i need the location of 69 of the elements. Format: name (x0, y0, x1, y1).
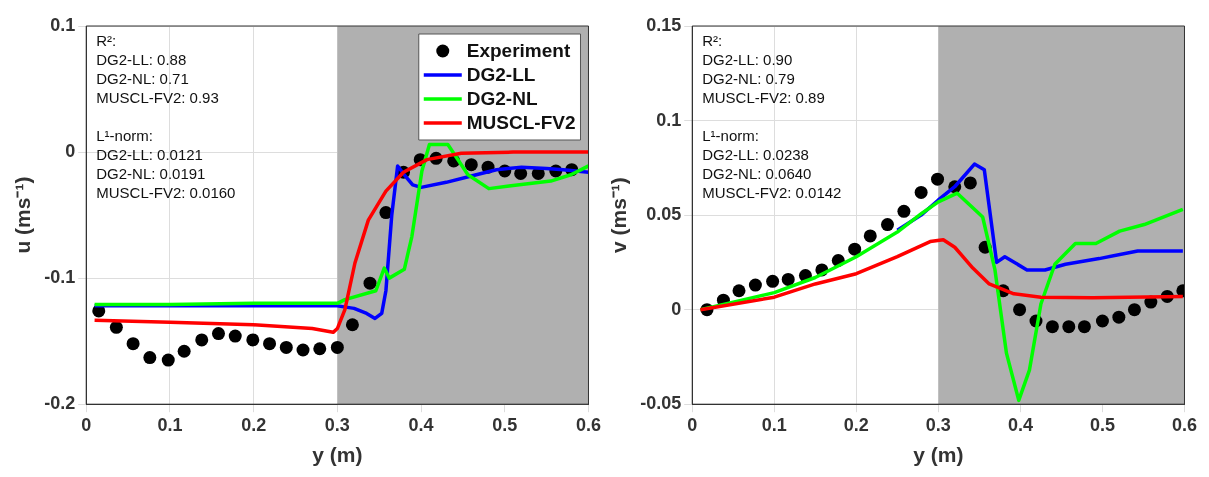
legend-label: MUSCL-FV2 (466, 112, 576, 134)
y-tick-label: 0.1 (50, 14, 76, 35)
point (848, 242, 862, 256)
point (330, 340, 344, 354)
x-tick-label: 0.3 (324, 414, 350, 435)
x-axis-title: y (m) (913, 443, 964, 467)
x-tick-label: 0.4 (1007, 414, 1033, 435)
y-tick-label: -0.05 (640, 393, 682, 414)
point (161, 353, 175, 367)
point (246, 333, 260, 347)
point (1095, 314, 1109, 328)
x-tick-label: 0.1 (761, 414, 787, 435)
legend-label: Experiment (466, 40, 571, 62)
y-tick-label: 0.15 (646, 14, 682, 35)
point (345, 318, 359, 332)
x-tick-label: 0.5 (1089, 414, 1115, 435)
x-tick-label: 0 (687, 414, 698, 435)
point (177, 344, 191, 358)
legend-label: DG2-LL (466, 64, 536, 86)
point (1112, 310, 1126, 324)
point (1062, 320, 1076, 334)
x-axis-title: y (m) (312, 443, 363, 467)
y-tick-label: 0.05 (646, 204, 682, 225)
point (126, 337, 140, 351)
point (279, 340, 293, 354)
y-axis-title: u (ms⁻¹) (11, 176, 35, 254)
annotation: L¹-norm: DG2-LL: 0.0238 DG2-NL: 0.0640 MUSCL-FV2: 0.0142 (702, 126, 842, 201)
point (863, 229, 877, 243)
point (1045, 320, 1059, 334)
point (914, 185, 928, 199)
y-tick-label: -0.2 (44, 393, 76, 414)
x-tick-label: 0.4 (408, 414, 434, 435)
x-tick-label: 0.2 (843, 414, 869, 435)
point (211, 327, 225, 341)
x-tick-label: 0.2 (241, 414, 267, 435)
x-tick-label: 0 (81, 414, 92, 435)
point (1013, 303, 1027, 317)
y-tick-label: 0.1 (656, 109, 682, 130)
point (313, 342, 327, 356)
point (748, 278, 762, 292)
point (897, 204, 911, 218)
point (263, 337, 277, 351)
x-tick-label: 0.6 (1171, 414, 1197, 435)
annotation: L¹-norm: DG2-LL: 0.0121 DG2-NL: 0.0191 MUSCL-FV2: 0.0160 (96, 126, 236, 201)
point (781, 272, 795, 286)
point (195, 333, 209, 347)
point (732, 284, 746, 298)
point (1077, 320, 1091, 334)
point (880, 218, 894, 232)
legend-label: DG2-NL (466, 88, 538, 110)
annotation: R²: DG2-LL: 0.90 DG2-NL: 0.79 MUSCL-FV2: 0.89 (702, 31, 825, 106)
point (963, 176, 977, 190)
point (766, 274, 780, 288)
x-tick-label: 0.3 (925, 414, 951, 435)
y-tick-label: 0 (671, 298, 682, 319)
x-tick-label: 0.5 (492, 414, 518, 435)
point (228, 329, 242, 343)
x-tick-label: 0.1 (157, 414, 183, 435)
point (931, 172, 945, 186)
point (143, 351, 157, 365)
point (296, 343, 310, 357)
point (363, 276, 377, 290)
y-axis-title: v (ms⁻¹) (607, 177, 631, 254)
point (1127, 303, 1141, 317)
annotation: R²: DG2-LL: 0.88 DG2-NL: 0.71 MUSCL-FV2: 0.93 (96, 31, 219, 106)
y-tick-label: 0 (65, 141, 76, 162)
y-tick-label: -0.1 (44, 267, 76, 288)
x-tick-label: 0.6 (575, 414, 601, 435)
point (464, 158, 478, 172)
